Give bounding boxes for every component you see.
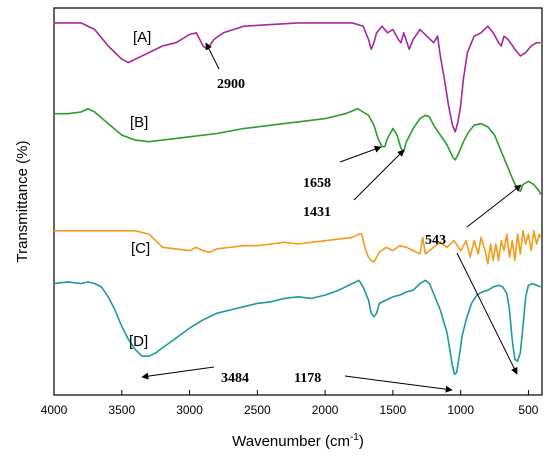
- x-tick-label: 3500: [108, 403, 135, 417]
- series-label-b: [B]: [130, 114, 148, 131]
- series-line-b: [54, 107, 542, 195]
- series-label-d: [D]: [129, 333, 148, 350]
- annotation-arrow-2900: [205, 42, 220, 70]
- annotation-label-543: 543: [425, 233, 446, 248]
- x-axis-title-main: Wavenumber (cm: [232, 433, 350, 450]
- series-line-c: [54, 230, 542, 265]
- x-tick-label: 4000: [41, 403, 68, 417]
- annotation-arrow-543: [456, 252, 518, 375]
- x-tick-label: 2000: [312, 403, 339, 417]
- series-line-a: [54, 22, 541, 133]
- x-axis-title: Wavenumber (cm-1): [232, 432, 364, 450]
- annotation-label-2900: 2900: [217, 77, 245, 92]
- annotation-label-1658: 1658: [303, 176, 331, 191]
- x-tick-label: 1500: [380, 403, 407, 417]
- series-label-a: [A]: [133, 29, 151, 46]
- plot-frame: [53, 7, 543, 396]
- annotation-arrow-1178: [344, 375, 453, 393]
- x-tick-label: 1000: [447, 403, 474, 417]
- series-label-c: [C]: [131, 240, 150, 257]
- series-line-d: [53, 279, 541, 376]
- x-tick-label: 500: [518, 403, 538, 417]
- annotation-label-1431: 1431: [303, 205, 331, 220]
- annotation-label-3484: 3484: [221, 371, 249, 386]
- y-axis-title: Transmittance (%): [14, 141, 31, 263]
- x-tick-label: 3000: [176, 403, 203, 417]
- x-axis-title-end: ): [359, 433, 364, 450]
- annotation-arrow-1431: [353, 149, 405, 201]
- annotation-label-1178: 1178: [294, 371, 321, 386]
- annotation-arrow-543: [466, 184, 522, 228]
- annotation-arrow-3484: [141, 366, 215, 380]
- x-tick-label: 2500: [244, 403, 271, 417]
- annotation-arrow-1658: [339, 145, 382, 163]
- x-axis-title-sup: -1: [350, 432, 359, 443]
